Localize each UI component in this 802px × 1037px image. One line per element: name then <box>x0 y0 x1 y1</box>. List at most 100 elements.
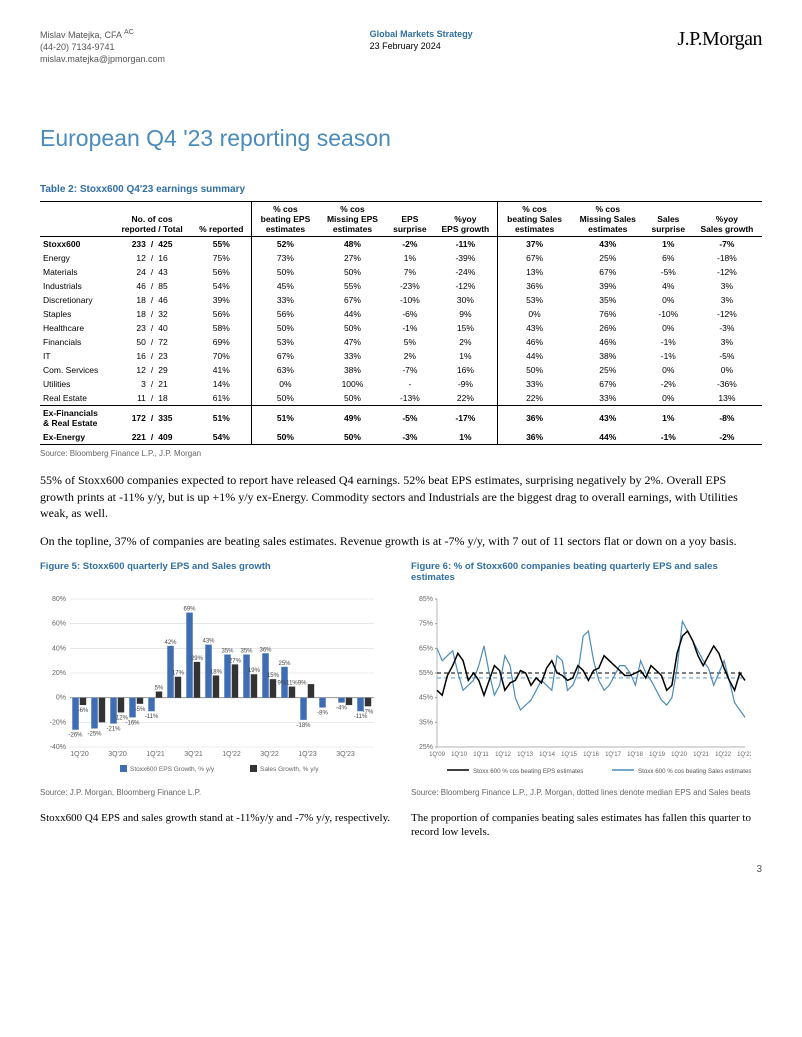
para-1: 55% of Stoxx600 companies expected to re… <box>40 472 762 521</box>
th-miss-eps: % cos Missing EPS estimates <box>319 202 387 237</box>
th-beat-eps: % cos beating EPS estimates <box>252 202 319 237</box>
fig5-caption: Stoxx600 Q4 EPS and sales growth stand a… <box>40 811 391 825</box>
table-row: Ex-Energy221/40954%50%50%-3%1%36%44%-1%-… <box>40 430 762 445</box>
svg-text:1Q'19: 1Q'19 <box>649 752 665 758</box>
svg-text:1Q'21: 1Q'21 <box>693 752 709 758</box>
svg-text:20%: 20% <box>52 670 66 677</box>
svg-text:45%: 45% <box>419 695 433 702</box>
table-row: Industrials46/8554%45%55%-23%-12%36%39%4… <box>40 279 762 293</box>
svg-text:1Q'11: 1Q'11 <box>473 752 489 758</box>
table-row: Ex-Financials& Real Estate172/33551%51%4… <box>40 406 762 431</box>
table-row: Discretionary18/4639%33%67%-10%30%53%35%… <box>40 293 762 307</box>
author-name: Mislav Matejka, CFA <box>40 30 122 40</box>
page-number: 3 <box>40 864 762 875</box>
svg-text:35%: 35% <box>222 649 235 655</box>
svg-text:-8%: -8% <box>317 711 328 717</box>
svg-text:1Q'20: 1Q'20 <box>70 751 89 758</box>
svg-text:40%: 40% <box>52 646 66 653</box>
svg-text:-40%: -40% <box>50 744 66 751</box>
svg-text:-6%: -6% <box>78 708 89 714</box>
svg-text:3Q'23: 3Q'23 <box>336 751 355 758</box>
fig6-title: Figure 6: % of Stoxx600 companies beatin… <box>411 561 762 585</box>
th-yoy-sales: %yoy Sales growth <box>692 202 762 237</box>
svg-text:18%: 18% <box>210 670 223 676</box>
fig5-source: Source: J.P. Morgan, Bloomberg Finance L… <box>40 788 391 797</box>
svg-text:Stoxx600 EPS Growth, % y/y: Stoxx600 EPS Growth, % y/y <box>130 766 215 773</box>
table-row: Healthcare23/4058%50%50%-1%15%43%26%0%-3… <box>40 321 762 335</box>
svg-text:55%: 55% <box>419 670 433 677</box>
svg-text:-26%: -26% <box>69 733 84 739</box>
svg-text:1Q'23: 1Q'23 <box>737 752 751 758</box>
table-header: No. of cos reported / Total % reported %… <box>40 202 762 237</box>
table-row: Stoxx600233/42555%52%48%-2%-11%37%43%1%-… <box>40 237 762 252</box>
svg-text:3Q'20: 3Q'20 <box>108 751 127 758</box>
svg-text:1Q'16: 1Q'16 <box>583 752 599 758</box>
svg-text:1Q'15: 1Q'15 <box>561 752 577 758</box>
doc-series: Global Markets Strategy <box>370 28 473 40</box>
svg-text:1Q'18: 1Q'18 <box>627 752 643 758</box>
svg-text:9%11%9%: 9%11%9% <box>278 681 308 687</box>
charts-row: Figure 5: Stoxx600 quarterly EPS and Sal… <box>40 561 762 840</box>
header-author-block: Mislav Matejka, CFA AC (44-20) 7134-9741… <box>40 28 165 65</box>
svg-text:69%: 69% <box>184 607 197 613</box>
svg-text:17%: 17% <box>172 671 185 677</box>
table-row: IT16/2370%67%33%2%1%44%38%-1%-5% <box>40 349 762 363</box>
svg-text:Sales Growth, % y/y: Sales Growth, % y/y <box>260 766 319 773</box>
para-2: On the topline, 37% of companies are bea… <box>40 533 762 549</box>
table-row: Energy12/1675%73%27%1%-39%67%25%6%-18% <box>40 251 762 265</box>
logo: J.P.Morgan <box>677 28 762 51</box>
svg-text:1Q'14: 1Q'14 <box>539 752 555 758</box>
svg-text:-5%: -5% <box>135 707 146 713</box>
header-center-block: Global Markets Strategy 23 February 2024 <box>370 28 473 52</box>
fig5-title: Figure 5: Stoxx600 quarterly EPS and Sal… <box>40 561 391 585</box>
th-pctrep: % reported <box>191 202 252 237</box>
svg-text:3Q'22: 3Q'22 <box>260 751 279 758</box>
svg-text:43%: 43% <box>203 639 216 645</box>
svg-text:27%: 27% <box>229 659 242 665</box>
svg-text:80%: 80% <box>52 596 66 603</box>
table-row: Real Estate11/1861%50%50%-13%22%22%33%0%… <box>40 391 762 406</box>
svg-text:85%: 85% <box>419 596 433 603</box>
svg-text:75%: 75% <box>419 621 433 628</box>
author-sup: AC <box>124 29 134 36</box>
svg-text:-18%: -18% <box>297 723 312 729</box>
table-body: Stoxx600233/42555%52%48%-2%-11%37%43%1%-… <box>40 237 762 445</box>
svg-text:60%: 60% <box>52 621 66 628</box>
svg-text:-4%: -4% <box>336 706 347 712</box>
svg-text:5%: 5% <box>155 686 164 692</box>
th-eps-surp: EPS surprise <box>386 202 433 237</box>
svg-text:-25%: -25% <box>88 732 103 738</box>
table-row: Materials24/4356%50%50%7%-24%13%67%-5%-1… <box>40 265 762 279</box>
svg-text:42%: 42% <box>165 640 178 646</box>
svg-text:15%: 15% <box>267 673 280 679</box>
svg-text:19%: 19% <box>248 668 261 674</box>
line-chart: 25%35%45%55%65%75%85%1Q'091Q'101Q'111Q'1… <box>411 591 762 784</box>
svg-text:35%: 35% <box>419 720 433 727</box>
page-header: Mislav Matejka, CFA AC (44-20) 7134-9741… <box>40 28 762 65</box>
svg-text:1Q'09: 1Q'09 <box>429 752 445 758</box>
table-row: Com. Services12/2941%63%38%-7%16%50%25%0… <box>40 363 762 377</box>
svg-text:1Q'20: 1Q'20 <box>671 752 687 758</box>
svg-text:1Q'13: 1Q'13 <box>517 752 533 758</box>
svg-text:-7%: -7% <box>363 709 374 715</box>
svg-text:-20%: -20% <box>50 720 66 727</box>
svg-text:25%: 25% <box>419 744 433 751</box>
svg-text:1Q'22: 1Q'22 <box>715 752 731 758</box>
table-row: Utilities3/2114%0%100%--9%33%67%-2%-36% <box>40 377 762 391</box>
svg-text:Stoxx 600 % cos beating EPS es: Stoxx 600 % cos beating EPS estimates <box>473 768 583 775</box>
svg-text:-21%: -21% <box>107 727 122 733</box>
svg-text:65%: 65% <box>419 646 433 653</box>
svg-text:29%: 29% <box>191 656 204 662</box>
svg-text:0%: 0% <box>56 695 66 702</box>
th-sales-surp: Sales surprise <box>645 202 692 237</box>
table-row: Staples18/3256%56%44%-6%9%0%76%-10%-12% <box>40 307 762 321</box>
table-source: Source: Bloomberg Finance L.P., J.P. Mor… <box>40 449 762 458</box>
svg-text:-16%: -16% <box>126 721 141 727</box>
svg-text:1Q'12: 1Q'12 <box>495 752 511 758</box>
th-yoy-eps: %yoy EPS growth <box>433 202 497 237</box>
svg-text:Stoxx 600 % cos beating Sales: Stoxx 600 % cos beating Sales estimates <box>638 768 751 775</box>
svg-text:1Q'22: 1Q'22 <box>222 751 241 758</box>
table-row: Financials50/7269%53%47%5%2%46%46%-1%3% <box>40 335 762 349</box>
th-beat-sales: % cos beating Sales estimates <box>498 202 571 237</box>
th-miss-sales: % cos Missing Sales estimates <box>571 202 645 237</box>
